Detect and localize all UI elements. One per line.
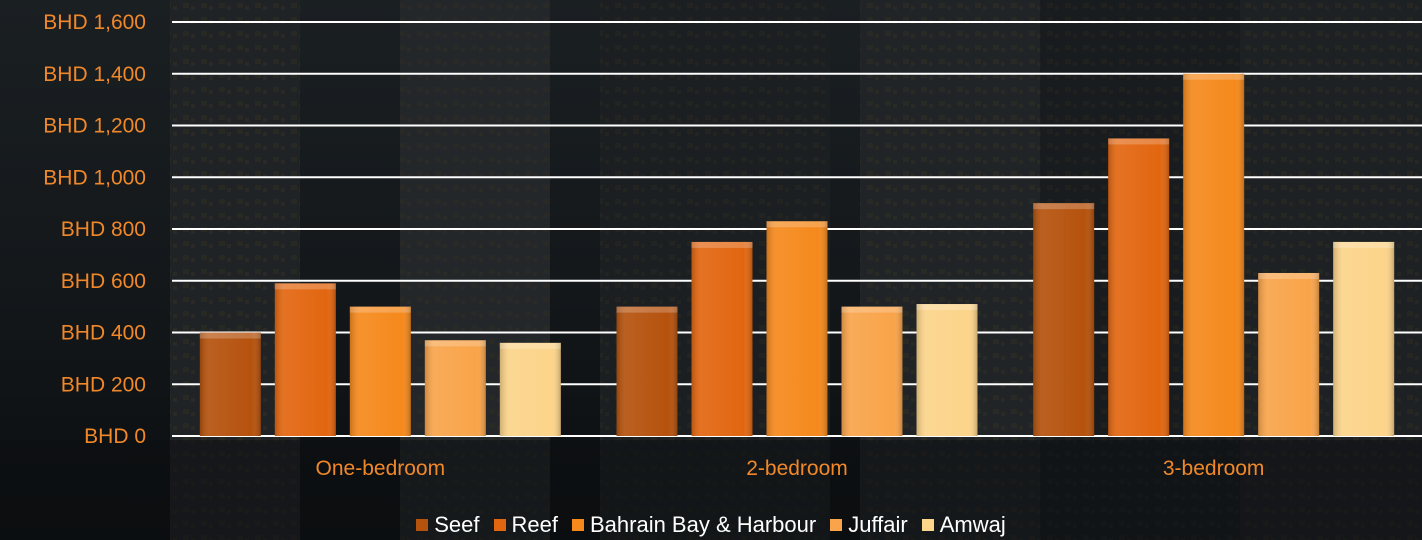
bar-top-bevel [499, 342, 561, 349]
bar-chart: BHD 0 BHD 200 BHD 400 BHD 600 BHD 800 BHD 1,0… [43, 11, 1422, 480]
bar-shading [691, 241, 753, 436]
legend-item: Bahrain Bay & Harbour [571, 511, 817, 538]
bar-top-bevel [349, 306, 411, 313]
bar-shading [916, 304, 978, 436]
y-tick-label: BHD 1,200 [43, 115, 146, 138]
y-tick-label: BHD 200 [61, 373, 146, 396]
legend-label: Juffair [848, 511, 908, 537]
bar-shading [1033, 203, 1095, 436]
category-label: 2-bedroom [746, 457, 848, 480]
bar-shading [1258, 272, 1320, 436]
bar-top-bevel [1183, 73, 1245, 80]
y-tick-label: BHD 800 [61, 218, 146, 241]
legend-item: Reef [493, 511, 558, 538]
bar-top-bevel [1033, 203, 1095, 210]
y-axis-tick-labels: BHD 0 BHD 200 BHD 400 BHD 600 BHD 800 BHD 1,0… [43, 11, 146, 448]
category-label: 3-bedroom [1163, 457, 1265, 480]
legend-swatch [493, 518, 506, 531]
bar-top-bevel [841, 306, 903, 313]
bar-top-bevel [1108, 138, 1170, 145]
bar-shading [841, 306, 903, 436]
bar-top-bevel [274, 283, 336, 290]
bar-shading [616, 306, 678, 436]
bar-shading [349, 306, 411, 436]
bar-shading [199, 332, 261, 436]
y-tick-label: BHD 0 [84, 425, 146, 448]
bar-shading [424, 340, 486, 436]
legend-label: Bahrain Bay & Harbour [589, 511, 817, 537]
category-label: One-bedroom [316, 457, 446, 480]
bar-top-bevel [766, 221, 828, 228]
bar-shading [1183, 73, 1245, 436]
bar-top-bevel [424, 340, 486, 347]
legend-item: Amwaj [921, 511, 1006, 538]
bar-top-bevel [1258, 272, 1320, 279]
bar-shading [1333, 241, 1395, 436]
bar-top-bevel [691, 241, 753, 248]
legend-label: Reef [511, 511, 558, 537]
legend-label: Seef [434, 511, 480, 537]
bar-top-bevel [916, 304, 978, 311]
y-tick-label: BHD 600 [61, 270, 146, 293]
y-tick-label: BHD 400 [61, 322, 146, 345]
category-labels: One-bedroom 2-bedroom 3-bedroom [316, 457, 1265, 480]
legend-item: Juffair [830, 512, 908, 538]
legend-swatch [921, 518, 934, 531]
y-tick-label: BHD 1,400 [43, 63, 146, 86]
y-tick-label: BHD 1,600 [43, 11, 146, 34]
bars [199, 73, 1395, 436]
y-tick-label: BHD 1,000 [43, 166, 146, 189]
legend: Seef Reef Bahrain Bay & Harbour Juffair Amwa… [0, 509, 1422, 540]
bar-top-bevel [199, 332, 261, 339]
bar-shading [766, 221, 828, 436]
bar-shading [274, 283, 336, 436]
legend-swatch [416, 518, 429, 531]
legend-swatch [571, 518, 584, 531]
bar-top-bevel [616, 306, 678, 313]
legend-item: Seef [416, 511, 480, 538]
legend-label: Amwaj [939, 511, 1006, 537]
bar-top-bevel [1333, 241, 1395, 248]
bar-shading [1108, 138, 1170, 436]
legend-swatch [830, 518, 843, 531]
bar-shading [499, 342, 561, 436]
